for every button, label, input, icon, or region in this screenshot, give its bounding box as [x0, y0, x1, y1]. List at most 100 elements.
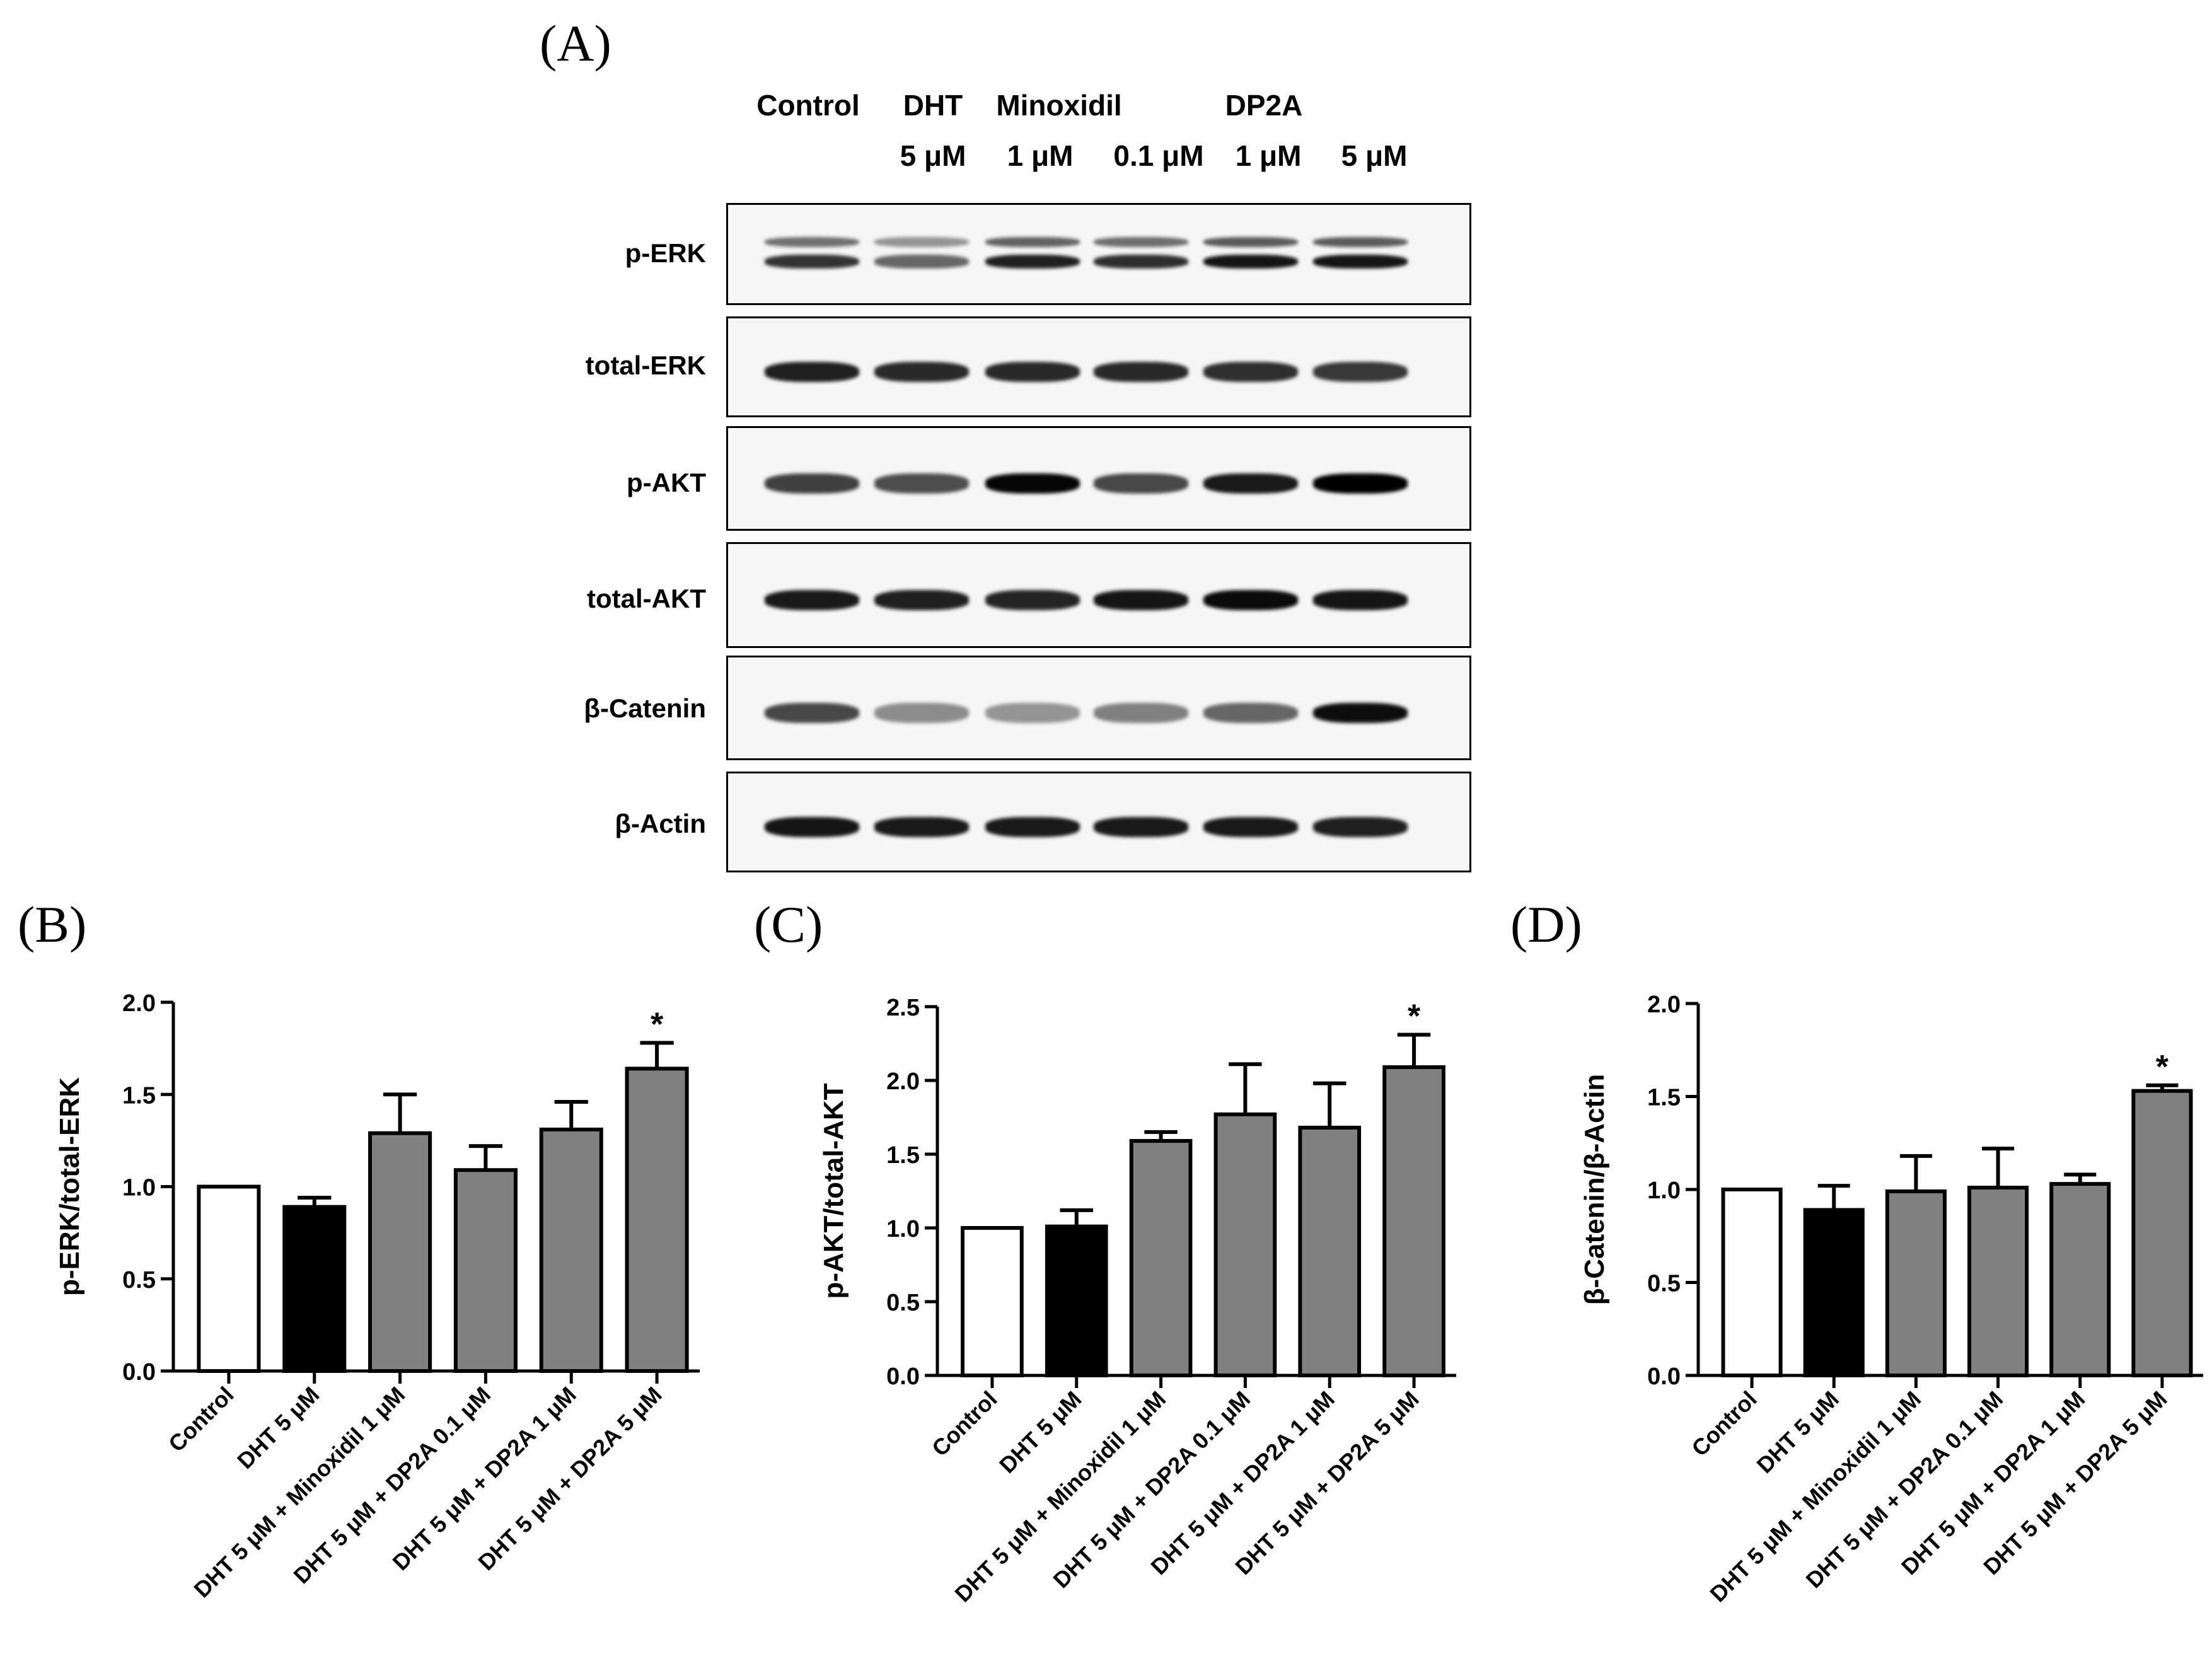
bar: [1045, 1224, 1108, 1378]
bar: [1129, 1138, 1193, 1377]
blot-band: [1094, 237, 1188, 248]
blot-label-total-akt: total-AKT: [587, 584, 706, 613]
blot-label-beta-actin: β-Actin: [615, 809, 706, 838]
x-tick-label: DHT 5 μM: [232, 1382, 324, 1474]
blot-band: [874, 473, 969, 494]
blot-band: [874, 361, 969, 382]
y-tick-label: 2.5: [886, 995, 920, 1021]
bar: [1298, 1125, 1362, 1377]
blot-p-akt: [726, 426, 1471, 531]
blot-band: [985, 237, 1080, 248]
bar: [197, 1184, 261, 1373]
y-tick-label: 1.0: [1647, 1177, 1681, 1204]
lane-conc-minoxidil: 1 μM: [1007, 139, 1074, 172]
blot-band: [765, 590, 859, 611]
y-tick-label: 1.0: [122, 1175, 156, 1201]
blot-band: [874, 816, 969, 837]
blot-band: [1313, 237, 1408, 248]
bar-chart-d: 0.00.51.01.52.0β-Catenin/β-ActinControlD…: [1579, 992, 2203, 1607]
lane-conc-dp2a-1: 1 μM: [1235, 139, 1302, 172]
bar: [1885, 1189, 1947, 1377]
blot-band: [1094, 590, 1188, 611]
y-axis-label: p-AKT/total-AKT: [818, 1083, 849, 1299]
blot-band: [1203, 816, 1298, 837]
y-tick-label: 2.0: [886, 1068, 920, 1095]
x-tick-label: Control: [927, 1386, 1002, 1461]
bar: [368, 1131, 432, 1374]
y-axis-label: p-ERK/total-ERK: [54, 1077, 85, 1296]
blot-band: [1203, 703, 1298, 723]
bar: [2049, 1182, 2111, 1378]
blot-band: [1094, 816, 1188, 837]
blot-band: [1313, 255, 1408, 269]
blot-band: [1094, 473, 1188, 494]
lane-header-control: Control: [756, 89, 860, 122]
panel-c-letter: (C): [754, 896, 823, 953]
blot-band: [1313, 816, 1408, 837]
lane-header-dp2a: DP2A: [1225, 89, 1303, 122]
y-tick-label: 0.5: [122, 1267, 156, 1293]
y-tick-label: 0.5: [886, 1290, 920, 1316]
bar: [1967, 1186, 2029, 1378]
bar: [2131, 1089, 2193, 1378]
blot-band: [985, 590, 1080, 611]
blot-band: [985, 816, 1080, 837]
blot-total-erk: [726, 316, 1471, 417]
y-tick-label: 2.0: [1647, 992, 1681, 1018]
blot-total-akt: [726, 542, 1471, 648]
bar: [961, 1226, 1024, 1377]
blot-band: [985, 473, 1080, 494]
significance-mark: *: [1408, 998, 1421, 1034]
blot-band: [1203, 590, 1298, 611]
blot-label-total-erk: total-ERK: [585, 350, 706, 380]
y-tick-label: 1.0: [886, 1216, 920, 1242]
blot-band: [1203, 237, 1298, 248]
lane-header-dht: DHT: [903, 89, 963, 122]
bar: [282, 1205, 347, 1374]
y-tick-label: 2.0: [122, 990, 156, 1017]
blot-band: [1313, 590, 1408, 611]
blot-band: [985, 255, 1080, 269]
blot-beta-actin: [726, 772, 1471, 872]
y-tick-label: 1.5: [1647, 1085, 1681, 1111]
significance-mark: *: [651, 1006, 664, 1043]
lane-conc-dp2a-5: 5 μM: [1341, 139, 1408, 172]
bar: [1213, 1112, 1277, 1377]
blot-band: [765, 237, 859, 248]
lane-conc-dp2a-0-1: 0.1 μM: [1113, 139, 1204, 172]
blot-band: [765, 361, 859, 382]
bar: [1721, 1188, 1783, 1377]
y-tick-label: 0.5: [1647, 1271, 1681, 1297]
panel-b-letter: (B): [18, 896, 87, 953]
bar-chart-c: 0.0 0.5 1.0 1.5 2.0 2.5 p-AKT/total-AKT Control…: [818, 995, 1456, 1607]
blot-band: [985, 703, 1080, 723]
blot-band: [1094, 703, 1188, 723]
x-tick-label: Control: [1686, 1386, 1761, 1461]
blot-band: [765, 816, 859, 837]
blot-band: [765, 703, 859, 723]
blot-label-p-erk: p-ERK: [625, 238, 706, 268]
blot-band: [985, 361, 1080, 382]
bar: [1803, 1208, 1865, 1377]
blot-band: [1313, 703, 1408, 723]
panel-a-letter: (A): [540, 14, 611, 72]
blot-band: [765, 473, 859, 494]
y-tick-label: 0.0: [122, 1359, 156, 1386]
lane-conc-dht: 5 μM: [900, 139, 966, 172]
blot-band: [1313, 361, 1408, 382]
y-tick-label: 1.5: [886, 1142, 920, 1169]
bar: [625, 1067, 689, 1374]
blot-band: [765, 255, 859, 269]
blot-beta-catenin: [726, 656, 1471, 760]
y-tick-label: 1.5: [122, 1082, 156, 1109]
y-tick-label: 0.0: [886, 1363, 920, 1390]
bar: [539, 1127, 603, 1373]
blot-band: [874, 703, 969, 723]
blot-label-beta-catenin: β-Catenin: [584, 693, 706, 723]
blot-band: [874, 590, 969, 611]
blot-label-p-akt: p-AKT: [627, 468, 706, 497]
panel-d-letter: (D): [1510, 896, 1582, 953]
blot-band: [1094, 361, 1188, 382]
x-tick-label: Control: [163, 1382, 238, 1457]
